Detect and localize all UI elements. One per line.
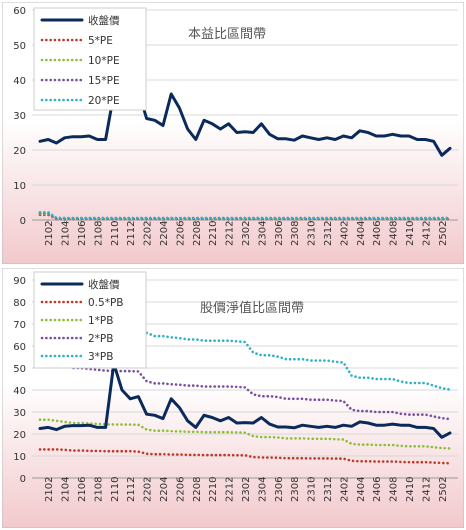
legend-label-1: 0.5*PB <box>88 297 123 309</box>
x-tick-label: 2402 <box>339 477 350 502</box>
pe-band-chart: 0 10 20 30 40 50 60 2102 2104 2106 2108 2110 2112 220… <box>2 2 464 264</box>
x-tick-label: 2404 <box>356 477 367 502</box>
x-tick-label: 2310 <box>307 477 318 502</box>
x-tick-label: 2104 <box>61 477 72 502</box>
x-tick-label: 2410 <box>405 477 416 502</box>
x-tick-label: 2306 <box>274 477 285 502</box>
x-tick-label: 2406 <box>372 221 383 246</box>
y-tick-label: 80 <box>13 298 26 309</box>
x-tick-label: 2304 <box>257 477 268 502</box>
chart-title: 股價淨值比區間帶 <box>200 300 304 316</box>
x-tick-label: 2304 <box>257 221 268 246</box>
series-line-4 <box>38 211 452 220</box>
legend-label-2: 1*PB <box>88 315 113 327</box>
x-tick-label: 2212 <box>225 477 236 502</box>
y-tick-label: 0 <box>20 474 26 485</box>
x-tick-label: 2206 <box>175 477 186 502</box>
x-tick-label: 2208 <box>192 221 203 246</box>
x-tick-label: 2204 <box>159 221 170 246</box>
x-tick-label: 2306 <box>274 221 285 246</box>
legend-label-1: 5*PE <box>88 35 113 47</box>
legend-box <box>33 271 147 369</box>
x-tick-label: 2110 <box>110 221 121 246</box>
x-tick-label: 2108 <box>93 477 104 502</box>
legend-label-0: 收盤價 <box>88 14 120 27</box>
series-line-1 <box>38 448 452 465</box>
y-tick-label: 50 <box>13 364 26 375</box>
x-tick-label: 2212 <box>225 221 236 246</box>
x-tick-label: 2106 <box>77 477 88 502</box>
x-tick-label: 2112 <box>126 221 137 246</box>
x-tick-label: 2410 <box>405 221 416 246</box>
x-tick-label: 2106 <box>77 221 88 246</box>
x-tick-label: 2110 <box>110 477 121 502</box>
y-tick-label: 30 <box>13 408 26 419</box>
x-tick-label: 2206 <box>175 221 186 246</box>
x-tick-label: 2402 <box>339 221 350 246</box>
x-tick-label: 2412 <box>421 477 432 502</box>
series-line-4 <box>137 329 452 391</box>
x-tick-label: 2308 <box>290 477 301 502</box>
x-tick-label: 2310 <box>307 221 318 246</box>
y-tick-label: 20 <box>13 146 26 157</box>
legend-label-4: 20*PE <box>88 95 120 107</box>
x-tick-label: 2308 <box>290 221 301 246</box>
x-tick-label: 2102 <box>44 477 55 502</box>
y-tick-label: 40 <box>13 76 26 87</box>
y-tick-label: 40 <box>13 386 26 397</box>
x-tick-label: 2406 <box>372 477 383 502</box>
x-tick-label: 2202 <box>143 221 154 246</box>
x-tick-label: 2404 <box>356 221 367 246</box>
x-tick-label: 2412 <box>421 221 432 246</box>
y-tick-label: 50 <box>13 41 26 52</box>
chart-title: 本益比區間帶 <box>188 27 266 42</box>
pb-band-chart-panel: 0 10 20 30 40 50 60 70 80 90 2102 2104 2106 2108 2110 2… <box>2 268 464 528</box>
series-line-0 <box>38 362 452 439</box>
series-line-0 <box>38 78 452 157</box>
x-tick-label: 2312 <box>323 477 334 502</box>
legend-label-3: 2*PB <box>88 333 113 345</box>
y-tick-label: 90 <box>13 276 26 287</box>
x-tick-label: 2302 <box>241 221 252 246</box>
legend-label-0: 收盤價 <box>88 278 120 291</box>
legend-box <box>33 7 147 111</box>
x-tick-label: 2202 <box>143 477 154 502</box>
y-tick-label: 70 <box>13 320 26 331</box>
pb-band-chart: 0 10 20 30 40 50 60 70 80 90 2102 2104 2106 2108 2110 2… <box>2 268 464 528</box>
series-line-2 <box>38 418 452 450</box>
x-tick-label: 2210 <box>208 221 219 246</box>
pe-band-chart-panel: 0 10 20 30 40 50 60 2102 2104 2106 2108 2110 2112 220… <box>2 2 464 264</box>
y-tick-label: 60 <box>13 6 26 17</box>
y-tick-label: 10 <box>13 181 26 192</box>
x-tick-label: 2312 <box>323 221 334 246</box>
x-tick-label: 2204 <box>159 477 170 502</box>
y-tick-label: 30 <box>13 111 26 122</box>
y-tick-label: 10 <box>13 452 26 463</box>
x-tick-label: 2502 <box>438 221 449 246</box>
x-tick-label: 2104 <box>61 221 72 246</box>
legend-label-4: 3*PB <box>88 351 113 363</box>
x-tick-label: 2208 <box>192 477 203 502</box>
x-tick-label: 2302 <box>241 477 252 502</box>
legend-label-3: 15*PE <box>88 75 120 87</box>
y-tick-label: 60 <box>13 342 26 353</box>
x-tick-label: 2112 <box>126 477 137 502</box>
x-tick-label: 2502 <box>438 477 449 502</box>
x-tick-label: 2108 <box>93 221 104 246</box>
y-tick-label: 20 <box>13 430 26 441</box>
legend-label-2: 10*PE <box>88 55 120 67</box>
series-line-3 <box>38 360 452 421</box>
x-tick-label: 2210 <box>208 477 219 502</box>
x-tick-label: 2102 <box>44 221 55 246</box>
x-tick-label: 2408 <box>389 221 400 246</box>
y-tick-label: 0 <box>20 216 26 227</box>
x-tick-label: 2408 <box>389 477 400 502</box>
